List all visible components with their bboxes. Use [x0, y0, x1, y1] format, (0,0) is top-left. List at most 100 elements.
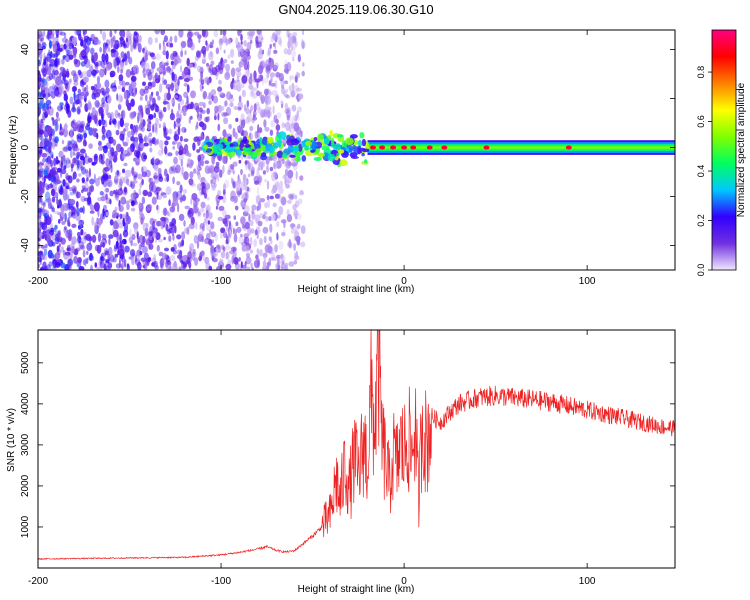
noise-speckle	[198, 255, 203, 262]
noise-speckle	[126, 263, 130, 269]
noise-speckle	[50, 205, 54, 210]
noise-speckle	[104, 187, 110, 193]
noise-speckle	[38, 198, 41, 203]
noise-speckle	[269, 129, 274, 136]
noise-speckle	[224, 179, 230, 189]
noise-speckle	[221, 244, 225, 251]
peak-spot	[379, 145, 386, 150]
noise-speckle	[61, 155, 66, 165]
noise-speckle	[144, 227, 149, 237]
noise-speckle	[180, 263, 184, 268]
noise-speckle	[282, 90, 287, 97]
noise-speckle	[235, 117, 239, 122]
noise-speckle	[293, 260, 298, 265]
noise-speckle	[82, 129, 87, 140]
noise-speckle	[38, 182, 41, 187]
noise-speckle	[268, 257, 272, 267]
noise-speckle	[249, 125, 254, 132]
noise-speckle	[140, 257, 147, 262]
noise-speckle	[152, 220, 156, 230]
noise-speckle	[208, 64, 214, 72]
noise-speckle	[201, 123, 207, 131]
noise-speckle	[94, 115, 98, 125]
noise-speckle	[140, 118, 146, 127]
noise-speckle	[113, 43, 119, 50]
noise-speckle	[290, 44, 294, 52]
spectrogram-heatmap	[38, 30, 675, 270]
noise-speckle	[183, 77, 190, 83]
noise-speckle	[72, 119, 76, 124]
noise-speckle	[166, 173, 170, 182]
noise-speckle	[38, 71, 41, 76]
noise-speckle	[52, 207, 55, 213]
noise-speckle	[62, 154, 66, 162]
noise-speckle	[206, 225, 212, 232]
noise-speckle	[230, 246, 237, 252]
noise-speckle	[87, 102, 92, 111]
noise-speckle	[215, 205, 218, 210]
noise-speckle	[144, 85, 150, 91]
noise-speckle	[168, 128, 173, 135]
noise-speckle	[135, 254, 137, 263]
noise-speckle	[296, 87, 303, 92]
noise-speckle	[164, 247, 169, 252]
noise-speckle	[56, 245, 60, 253]
noise-speckle	[245, 252, 251, 258]
noise-speckle	[44, 183, 49, 189]
noise-speckle	[97, 217, 103, 225]
noise-speckle	[143, 136, 147, 142]
noise-speckle	[178, 213, 185, 221]
noise-speckle	[294, 40, 298, 48]
noise-speckle	[271, 32, 277, 40]
noise-speckle	[254, 130, 259, 139]
noise-speckle	[264, 126, 270, 132]
noise-speckle	[266, 109, 272, 118]
noise-speckle	[121, 109, 126, 120]
noise-speckle	[163, 236, 166, 241]
peak-spot	[390, 145, 397, 150]
noise-speckle	[62, 146, 68, 152]
noise-speckle	[43, 248, 48, 256]
noise-speckle	[232, 227, 235, 235]
noise-speckle	[302, 30, 304, 36]
noise-speckle	[38, 70, 41, 75]
noise-speckle	[154, 138, 158, 147]
noise-speckle	[143, 252, 149, 260]
noise-speckle	[51, 167, 55, 175]
noise-speckle	[280, 100, 283, 105]
noise-speckle	[272, 257, 278, 261]
signal-blob	[344, 137, 354, 145]
noise-speckle	[85, 91, 90, 96]
noise-speckle	[145, 107, 151, 115]
noise-speckle	[39, 56, 42, 64]
noise-speckle	[165, 50, 169, 60]
noise-speckle	[110, 163, 113, 173]
noise-speckle	[147, 191, 153, 197]
noise-speckle	[197, 34, 202, 39]
noise-speckle	[289, 75, 292, 83]
noise-speckle	[109, 30, 113, 38]
noise-speckle	[162, 50, 167, 56]
noise-speckle	[66, 229, 71, 234]
noise-speckle	[235, 67, 242, 72]
noise-speckle	[42, 111, 46, 121]
noise-speckle	[190, 197, 193, 205]
noise-speckle	[86, 242, 93, 251]
noise-speckle	[94, 69, 100, 74]
noise-speckle	[286, 115, 290, 121]
noise-speckle	[178, 102, 181, 112]
noise-speckle	[295, 170, 298, 180]
noise-speckle	[275, 254, 282, 259]
noise-speckle	[160, 191, 163, 197]
noise-speckle	[64, 182, 70, 187]
noise-speckle	[88, 127, 94, 136]
noise-speckle	[40, 37, 44, 43]
noise-speckle	[147, 123, 152, 131]
noise-speckle	[38, 222, 41, 229]
noise-speckle	[255, 35, 259, 45]
noise-speckle	[122, 168, 126, 174]
noise-speckle	[145, 169, 151, 178]
noise-speckle	[141, 196, 146, 205]
noise-speckle	[168, 199, 171, 207]
noise-speckle	[38, 211, 42, 218]
